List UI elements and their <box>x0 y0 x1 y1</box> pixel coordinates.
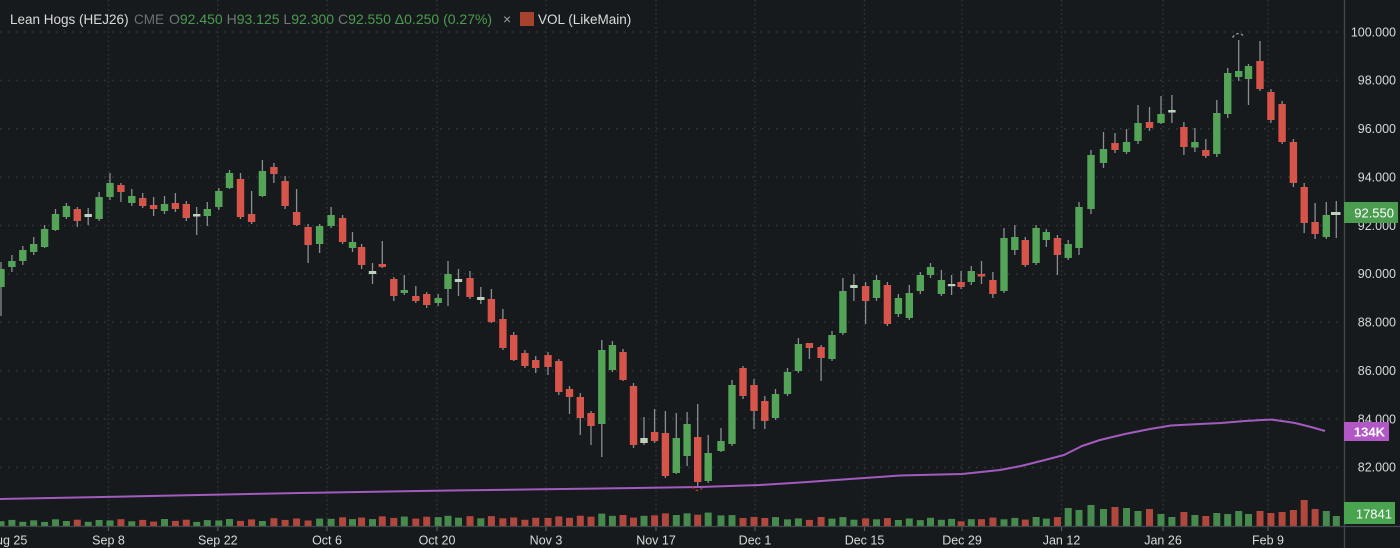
svg-text:VOL (LikeMain): VOL (LikeMain) <box>538 12 631 27</box>
svg-text:134K: 134K <box>1354 425 1386 440</box>
svg-text:Dec 15: Dec 15 <box>845 534 885 548</box>
svg-text:Dec 1: Dec 1 <box>739 534 772 548</box>
svg-text:Nov 3: Nov 3 <box>530 534 563 548</box>
svg-text:Oct 20: Oct 20 <box>419 534 456 548</box>
svg-text:98.000: 98.000 <box>1358 74 1396 88</box>
svg-text:17841: 17841 <box>1356 507 1392 522</box>
svg-text:82.000: 82.000 <box>1358 461 1396 475</box>
svg-text:96.000: 96.000 <box>1358 122 1396 136</box>
svg-text:90.000: 90.000 <box>1358 267 1396 281</box>
svg-text:100.000: 100.000 <box>1351 25 1396 39</box>
svg-text:Jan 12: Jan 12 <box>1043 534 1081 548</box>
svg-text:Sep 8: Sep 8 <box>92 534 125 548</box>
svg-text:Sep 22: Sep 22 <box>198 534 238 548</box>
svg-text:Oct 6: Oct 6 <box>312 534 342 548</box>
svg-text:Jan 26: Jan 26 <box>1144 534 1182 548</box>
svg-text:92.550: 92.550 <box>1354 206 1394 221</box>
svg-text:Aug 25: Aug 25 <box>0 534 27 548</box>
svg-text:×: × <box>503 11 511 27</box>
svg-text:86.000: 86.000 <box>1358 364 1396 378</box>
svg-text:Nov 17: Nov 17 <box>636 534 676 548</box>
svg-text:Dec 29: Dec 29 <box>942 534 982 548</box>
svg-text:Feb 9: Feb 9 <box>1252 534 1284 548</box>
svg-text:O92.450 H93.125 L92.300 C92.55: O92.450 H93.125 L92.300 C92.550 Δ0.250 (… <box>169 11 492 27</box>
svg-text:CME: CME <box>134 12 164 27</box>
svg-text:94.000: 94.000 <box>1358 170 1396 184</box>
svg-text:88.000: 88.000 <box>1358 316 1396 330</box>
svg-text:Lean Hogs (HEJ26): Lean Hogs (HEJ26) <box>10 12 129 27</box>
